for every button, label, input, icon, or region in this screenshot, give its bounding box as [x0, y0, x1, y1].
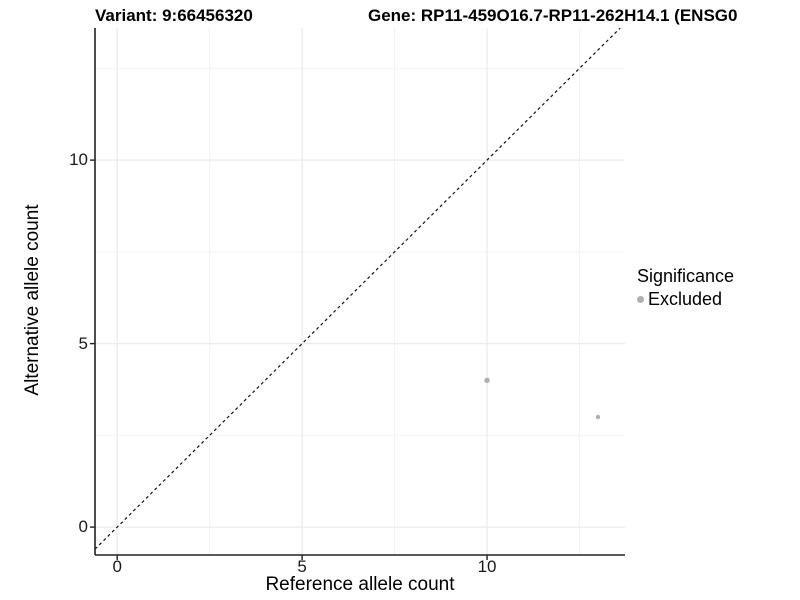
y-axis-title: Alternative allele count [22, 204, 43, 396]
data-point [595, 414, 601, 420]
legend-item-label: Excluded [648, 289, 723, 309]
legend: Significance Excluded [637, 266, 734, 310]
legend-item-excluded: Excluded [637, 289, 734, 310]
legend-title: Significance [637, 266, 735, 286]
legend-point-icon [637, 296, 644, 303]
x-tick-label: 10 [477, 557, 497, 576]
y-tick-label: 10 [69, 150, 88, 170]
plot-svg [90, 28, 625, 560]
gene-title: Gene: RP11-459O16.7-RP11-262H14.1 (ENSG0 [368, 6, 738, 25]
y-tick-label: 5 [78, 333, 88, 353]
x-tick-label: 0 [112, 557, 122, 576]
y-tick-label: 0 [78, 517, 88, 537]
data-point [484, 377, 490, 384]
identity-line [94, 28, 621, 550]
x-axis-title: Reference allele count [265, 574, 455, 595]
variant-title: Variant: 9:66456320 [95, 6, 253, 25]
x-tick-label: 5 [297, 557, 307, 576]
